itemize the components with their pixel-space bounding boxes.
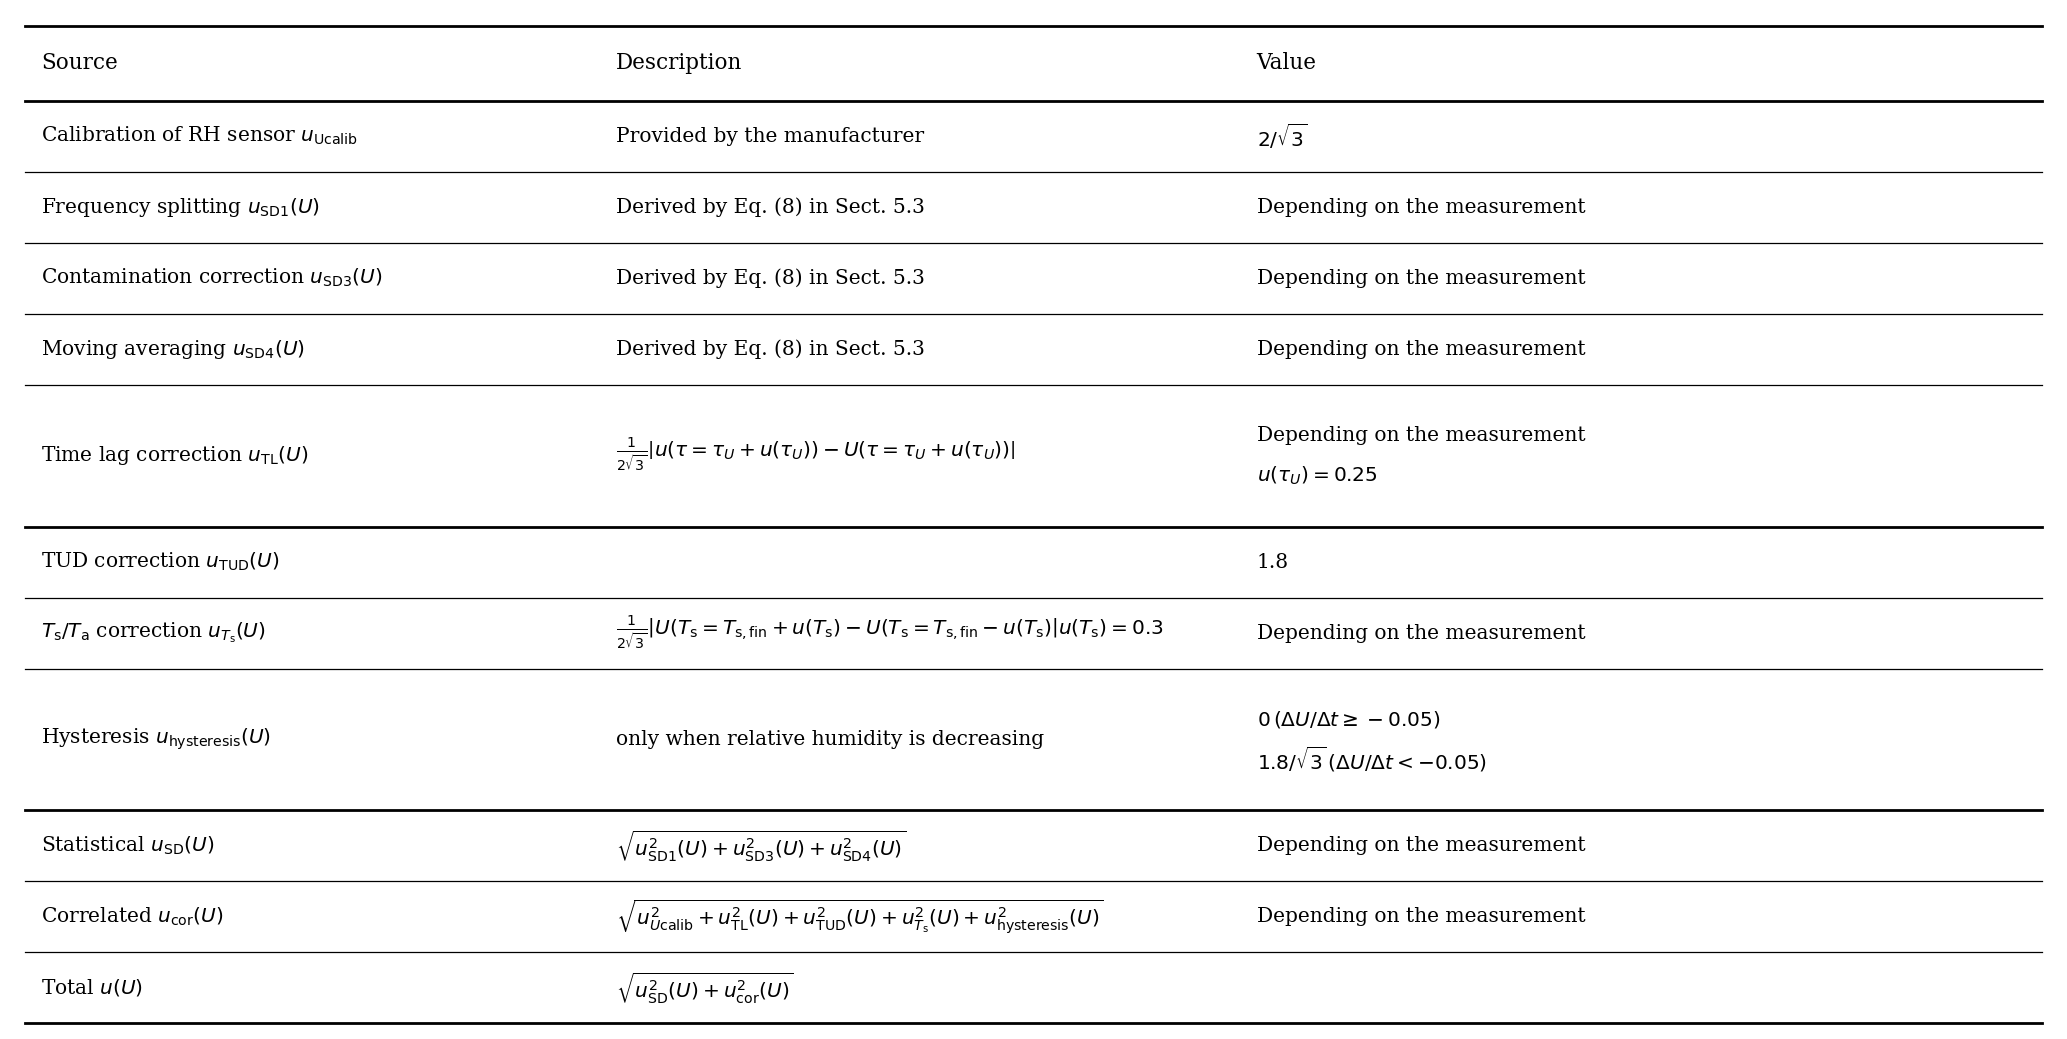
Text: $\sqrt{u_{\mathrm{SD}}^2(U)+u_{\mathrm{cor}}^2(U)}$: $\sqrt{u_{\mathrm{SD}}^2(U)+u_{\mathrm{c… bbox=[616, 970, 794, 1006]
Text: Depending on the measurement: Depending on the measurement bbox=[1257, 907, 1585, 927]
Text: $T_\mathrm{s}/T_\mathrm{a}$ correction $u_{T_\mathrm{s}}(U)$: $T_\mathrm{s}/T_\mathrm{a}$ correction $… bbox=[41, 620, 267, 645]
Text: only when relative humidity is decreasing: only when relative humidity is decreasin… bbox=[616, 730, 1044, 749]
Text: $2/\sqrt{3}$: $2/\sqrt{3}$ bbox=[1257, 122, 1308, 151]
Text: Source: Source bbox=[41, 52, 118, 75]
Text: Moving averaging $u_{\mathrm{SD4}}(U)$: Moving averaging $u_{\mathrm{SD4}}(U)$ bbox=[41, 338, 306, 361]
Text: Depending on the measurement: Depending on the measurement bbox=[1257, 623, 1585, 642]
Text: $\sqrt{u_{U\mathrm{calib}}^2+u_{\mathrm{TL}}^2(U)+u_{\mathrm{TUD}}^2(U)+u_{T_\ma: $\sqrt{u_{U\mathrm{calib}}^2+u_{\mathrm{… bbox=[616, 898, 1104, 936]
Text: Calibration of RH sensor $u_{\mathrm{Ucalib}}$: Calibration of RH sensor $u_{\mathrm{Uca… bbox=[41, 125, 358, 148]
Text: Depending on the measurement: Depending on the measurement bbox=[1257, 836, 1585, 855]
Text: Derived by Eq. (8) in Sect. 5.3: Derived by Eq. (8) in Sect. 5.3 bbox=[616, 197, 924, 217]
Text: Value: Value bbox=[1257, 52, 1317, 75]
Text: Depending on the measurement: Depending on the measurement bbox=[1257, 269, 1585, 288]
Text: Depending on the measurement: Depending on the measurement bbox=[1257, 340, 1585, 358]
Text: $\frac{1}{2\sqrt{3}}\left|U(T_\mathrm{s}=T_{\mathrm{s,fin}}+u(T_\mathrm{s})-U(T_: $\frac{1}{2\sqrt{3}}\left|U(T_\mathrm{s}… bbox=[616, 614, 1164, 651]
Text: $\sqrt{u_{\mathrm{SD1}}^2(U)+u_{\mathrm{SD3}}^2(U)+u_{\mathrm{SD4}}^2(U)}$: $\sqrt{u_{\mathrm{SD1}}^2(U)+u_{\mathrm{… bbox=[616, 828, 905, 863]
Text: $0\,(\Delta U/\Delta t \geq -0.05)$: $0\,(\Delta U/\Delta t \geq -0.05)$ bbox=[1257, 710, 1441, 730]
Text: Hysteresis $u_{\mathrm{hysteresis}}(U)$: Hysteresis $u_{\mathrm{hysteresis}}(U)$ bbox=[41, 726, 271, 752]
Text: Time lag correction $u_{\mathrm{TL}}(U)$: Time lag correction $u_{\mathrm{TL}}(U)$ bbox=[41, 444, 308, 468]
Text: $\frac{1}{2\sqrt{3}}\left|u(\tau=\tau_U+u(\tau_U))-U(\tau=\tau_U+u(\tau_U))\righ: $\frac{1}{2\sqrt{3}}\left|u(\tau=\tau_U+… bbox=[616, 436, 1015, 475]
Text: Depending on the measurement: Depending on the measurement bbox=[1257, 197, 1585, 217]
Text: $u(\tau_U)=0.25$: $u(\tau_U)=0.25$ bbox=[1257, 464, 1377, 486]
Text: TUD correction $u_{\mathrm{TUD}}(U)$: TUD correction $u_{\mathrm{TUD}}(U)$ bbox=[41, 551, 279, 574]
Text: $1.8/\sqrt{3}\,(\Delta U/\Delta t < -0.05)$: $1.8/\sqrt{3}\,(\Delta U/\Delta t < -0.0… bbox=[1257, 745, 1486, 774]
Text: 1.8: 1.8 bbox=[1257, 553, 1290, 571]
Text: Provided by the manufacturer: Provided by the manufacturer bbox=[616, 127, 924, 145]
Text: Derived by Eq. (8) in Sect. 5.3: Derived by Eq. (8) in Sect. 5.3 bbox=[616, 340, 924, 359]
Text: Derived by Eq. (8) in Sect. 5.3: Derived by Eq. (8) in Sect. 5.3 bbox=[616, 268, 924, 288]
Text: Frequency splitting $u_{\mathrm{SD1}}(U)$: Frequency splitting $u_{\mathrm{SD1}}(U)… bbox=[41, 195, 320, 219]
Text: Description: Description bbox=[616, 52, 742, 75]
Text: Depending on the measurement: Depending on the measurement bbox=[1257, 426, 1585, 446]
Text: Contamination correction $u_{\mathrm{SD3}}(U)$: Contamination correction $u_{\mathrm{SD3… bbox=[41, 267, 382, 290]
Text: Statistical $u_{\mathrm{SD}}(U)$: Statistical $u_{\mathrm{SD}}(U)$ bbox=[41, 834, 215, 857]
Text: Correlated $u_{\mathrm{cor}}(U)$: Correlated $u_{\mathrm{cor}}(U)$ bbox=[41, 906, 223, 928]
Text: Total $u(U)$: Total $u(U)$ bbox=[41, 978, 143, 998]
